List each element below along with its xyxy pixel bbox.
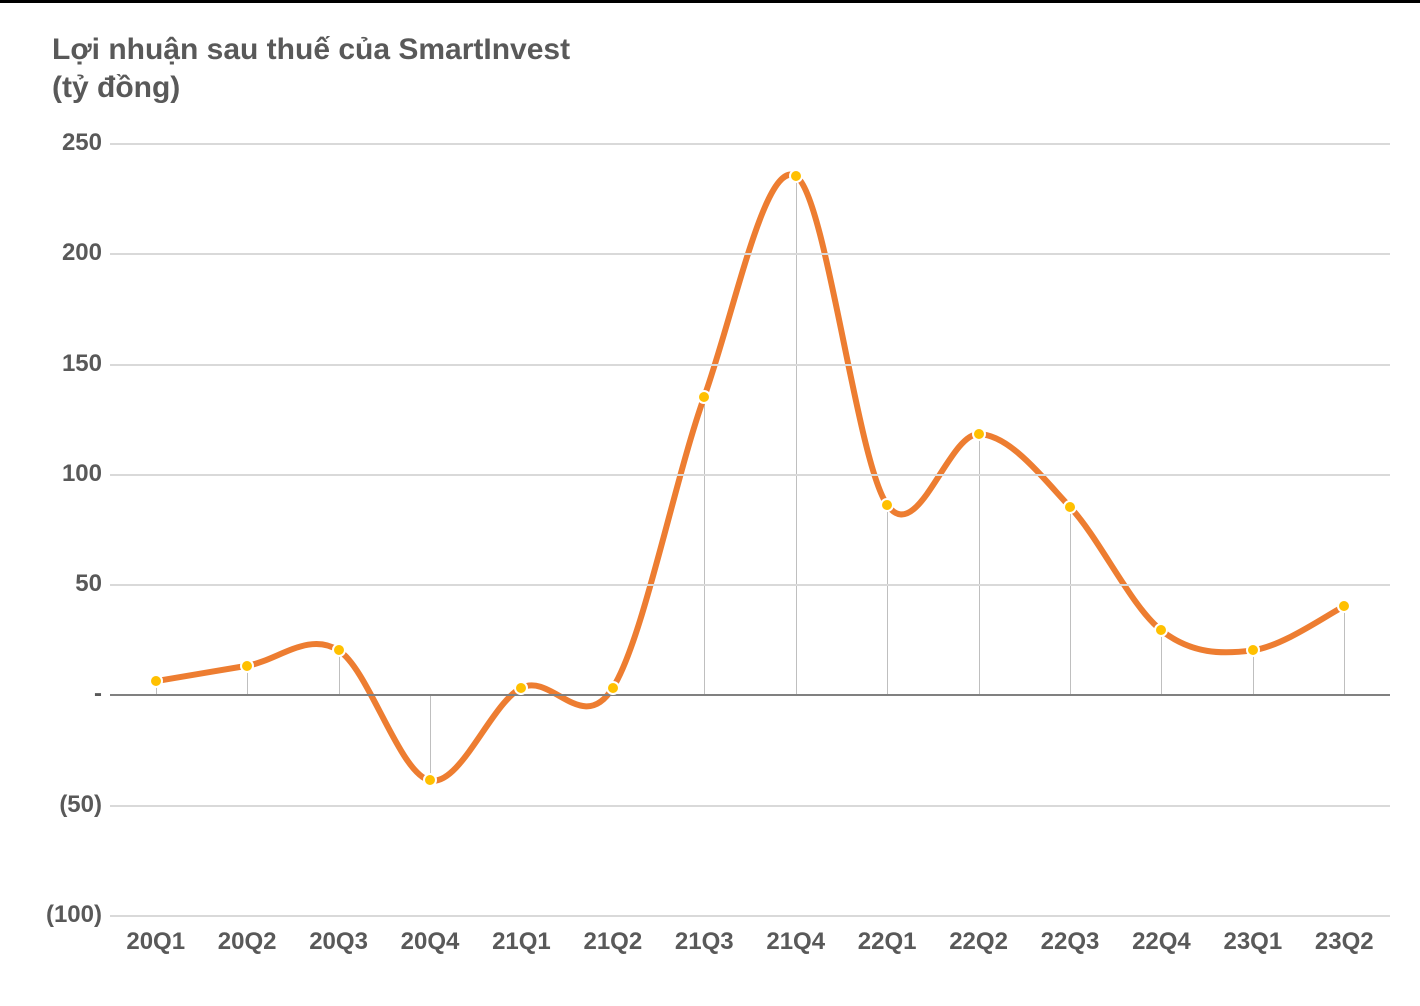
series-path — [156, 175, 1345, 781]
chart-title: Lợi nhuận sau thuế của SmartInvest — [52, 31, 570, 69]
y-tick-label: - — [12, 680, 102, 708]
data-marker — [972, 427, 986, 441]
x-tick-label: 21Q3 — [664, 928, 744, 956]
line-series — [110, 143, 1390, 915]
data-marker — [606, 681, 620, 695]
y-tick-label: 200 — [12, 239, 102, 267]
y-tick-label: 50 — [12, 570, 102, 598]
x-tick-label: 22Q4 — [1121, 928, 1201, 956]
gridline — [110, 364, 1390, 366]
y-tick-label: 250 — [12, 129, 102, 157]
x-tick-label: 23Q2 — [1304, 928, 1384, 956]
y-tick-label: (100) — [12, 901, 102, 929]
chart-title-block: Lợi nhuận sau thuế của SmartInvest (tỷ đ… — [52, 31, 570, 106]
gridline — [110, 253, 1390, 255]
data-marker — [1337, 599, 1351, 613]
x-tick-label: 22Q1 — [847, 928, 927, 956]
x-tick-label: 20Q1 — [116, 928, 196, 956]
x-tick-label: 22Q2 — [939, 928, 1019, 956]
gridline — [110, 694, 1390, 696]
chart-container: Lợi nhuận sau thuế của SmartInvest (tỷ đ… — [0, 0, 1420, 1006]
data-marker — [423, 773, 437, 787]
y-tick-label: (50) — [12, 791, 102, 819]
data-marker — [514, 681, 528, 695]
data-marker — [1246, 643, 1260, 657]
x-tick-label: 21Q1 — [481, 928, 561, 956]
data-marker — [1154, 623, 1168, 637]
gridline — [110, 915, 1390, 917]
data-marker — [240, 659, 254, 673]
y-tick-label: 150 — [12, 350, 102, 378]
data-marker — [697, 390, 711, 404]
data-marker — [332, 643, 346, 657]
gridline — [110, 143, 1390, 145]
x-tick-label: 20Q3 — [299, 928, 379, 956]
x-tick-label: 22Q3 — [1030, 928, 1110, 956]
gridline — [110, 584, 1390, 586]
data-marker — [149, 674, 163, 688]
x-tick-label: 20Q4 — [390, 928, 470, 956]
x-tick-label: 21Q2 — [573, 928, 653, 956]
gridline — [110, 805, 1390, 807]
x-tick-label: 21Q4 — [756, 928, 836, 956]
x-tick-label: 23Q1 — [1213, 928, 1293, 956]
data-marker — [880, 498, 894, 512]
y-tick-label: 100 — [12, 460, 102, 488]
chart-subtitle: (tỷ đồng) — [52, 69, 570, 107]
data-marker — [789, 169, 803, 183]
gridline — [110, 474, 1390, 476]
data-marker — [1063, 500, 1077, 514]
x-tick-label: 20Q2 — [207, 928, 287, 956]
plot-area — [110, 143, 1390, 915]
